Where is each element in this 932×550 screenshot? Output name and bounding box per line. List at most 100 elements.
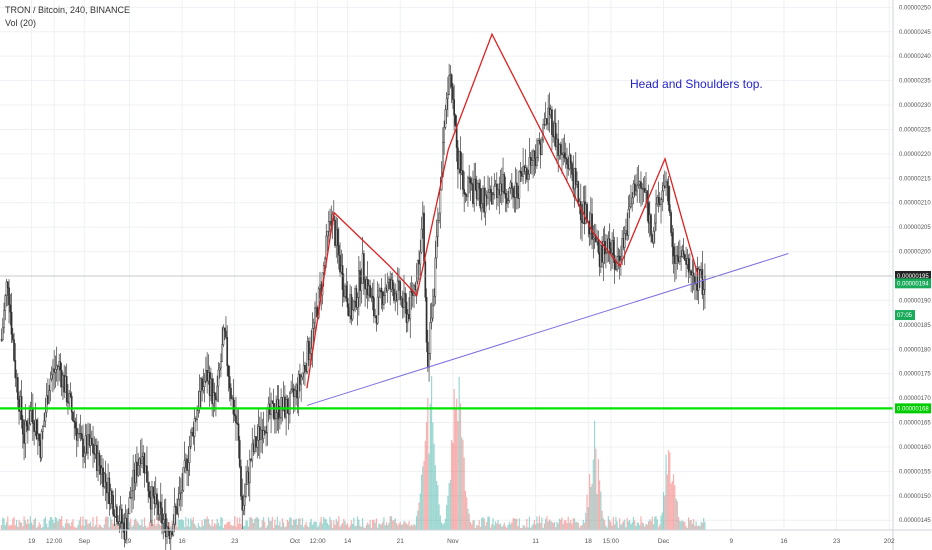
volume-bar	[547, 521, 549, 530]
price-tag-bg	[895, 310, 915, 321]
time-axis[interactable]: 19 12:00 Sep 9 16 23 Oct 12:00 14 21 Nov 11 18 15:00 D…	[0, 529, 932, 545]
volume-bar	[482, 516, 484, 530]
price-tick-label: 0.00000250	[899, 5, 931, 11]
time-tick-label: 16	[780, 538, 788, 545]
volume-bar	[63, 527, 65, 530]
candle-body	[702, 289, 705, 295]
volume-bar	[581, 524, 583, 530]
volume-bar	[255, 517, 257, 530]
volume-bar	[335, 519, 337, 530]
volume-bar	[476, 524, 478, 530]
volume-bar	[611, 525, 613, 530]
volume-bar	[160, 525, 162, 530]
candle-body	[50, 374, 53, 380]
candle-body	[294, 390, 296, 397]
candle-body	[536, 157, 538, 167]
price-tick-label: 0.00000185	[899, 323, 931, 329]
price-tick-label: 0.00000150	[899, 494, 931, 500]
volume-bar	[494, 521, 497, 530]
volume-bar	[23, 516, 25, 530]
candle-body	[159, 501, 162, 509]
volume-bar	[605, 525, 607, 530]
volume-bar	[313, 522, 315, 530]
volume-bar	[244, 525, 246, 530]
candle-body	[225, 330, 227, 338]
candle-body	[410, 291, 413, 293]
candle-body	[448, 75, 450, 95]
candle-body	[237, 423, 240, 441]
volume-bar	[19, 522, 21, 530]
volume-bar	[447, 495, 449, 530]
volume-indicator-label[interactable]: Vol (20)	[5, 18, 37, 28]
volume-bar	[632, 516, 635, 530]
symbol-title[interactable]: TRON / Bitcoin, 240, BINANCE	[5, 5, 131, 15]
candle-body	[470, 182, 473, 185]
volume-bar	[700, 521, 702, 530]
candle-body	[435, 236, 438, 259]
candle-body	[378, 289, 380, 298]
volume-bar	[364, 527, 366, 530]
volume-bar	[587, 507, 589, 530]
volume-bar	[5, 522, 8, 530]
candle-body	[554, 122, 557, 147]
volume-bar	[14, 525, 16, 530]
volume-bar	[630, 524, 632, 530]
candle-body	[74, 421, 77, 429]
candle-body	[44, 411, 47, 422]
volume-bar	[657, 527, 660, 530]
candle-body	[188, 446, 191, 464]
volume-bar	[606, 527, 608, 530]
volume-bar	[344, 521, 346, 530]
volume-bar	[249, 517, 251, 530]
candle-body	[647, 202, 650, 224]
volume-bar	[647, 521, 650, 530]
candle-body	[682, 250, 685, 256]
candle-body	[541, 139, 543, 155]
volume-bar	[395, 522, 398, 530]
candle-body	[515, 182, 518, 194]
candle-body	[55, 365, 58, 370]
volume-bar	[389, 516, 391, 530]
chart-legend: TRON / Bitcoin, 240, BINANCE Vol (20)	[5, 4, 130, 30]
candle-body	[670, 212, 672, 233]
candle-body	[463, 189, 466, 194]
pattern-annotation[interactable]: Head and Shoulders top.	[630, 77, 763, 91]
volume-bar	[655, 516, 657, 530]
volume-bar	[641, 522, 643, 530]
volume-bar	[438, 504, 440, 530]
volume-bar	[343, 518, 345, 530]
volume-bar	[537, 523, 539, 530]
candle-body	[236, 422, 239, 425]
volume-bar	[394, 518, 396, 530]
volume-bar	[435, 481, 438, 530]
volume-bar	[135, 518, 137, 530]
volume-bar	[181, 519, 183, 530]
candle-body	[467, 177, 469, 197]
candle-body	[477, 182, 479, 200]
candle-body	[235, 415, 237, 424]
candle-body	[275, 412, 277, 420]
candle-body	[612, 240, 615, 256]
candle-body	[218, 367, 221, 371]
volume-bar	[147, 526, 149, 530]
candle-body	[359, 270, 361, 291]
candle-body	[9, 304, 12, 313]
volume-bar	[499, 523, 502, 530]
candle-body	[661, 190, 664, 200]
volume-bar	[3, 518, 5, 530]
candle-body	[182, 467, 185, 491]
candle-body	[251, 443, 254, 461]
volume-bar	[280, 526, 282, 530]
candle-body	[77, 433, 79, 441]
volume-bar	[183, 527, 186, 530]
candle-body	[433, 296, 435, 306]
volume-bar	[570, 519, 572, 530]
candle-body	[684, 254, 686, 261]
volume-bar	[84, 519, 87, 530]
volume-bar	[595, 448, 597, 530]
candle-body	[223, 327, 226, 332]
volume-bar	[197, 523, 199, 530]
volume-bar	[49, 517, 52, 530]
volume-bar	[423, 460, 425, 530]
